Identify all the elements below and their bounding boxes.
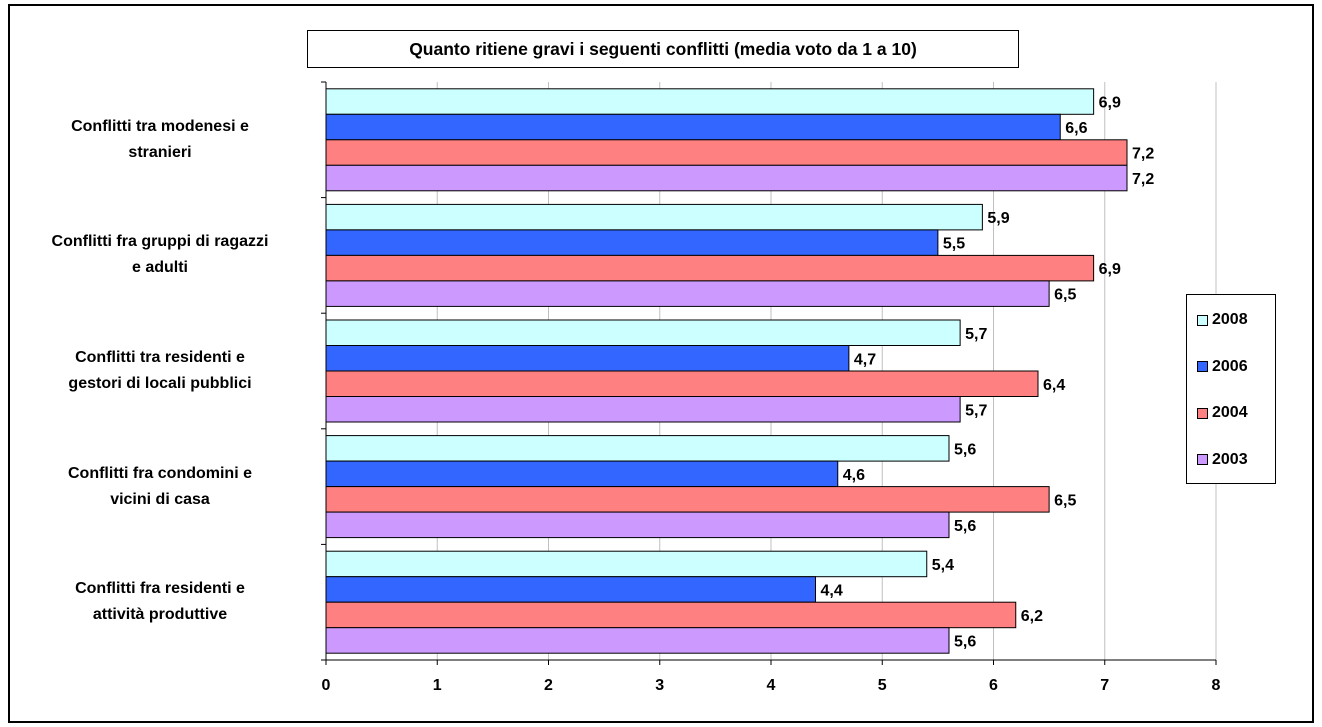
- bar-value-label: 6,9: [1099, 95, 1121, 112]
- bar: [325, 319, 961, 346]
- bar-value-label: 5,6: [954, 518, 976, 535]
- x-tick-label: 4: [767, 677, 776, 694]
- category-label-line: stranieri: [128, 143, 192, 161]
- bar-value-label: 5,7: [965, 402, 987, 419]
- legend-swatch: [1197, 361, 1208, 372]
- x-tick-label: 1: [433, 677, 442, 694]
- category-label-line: e adulti: [131, 259, 188, 277]
- legend-swatch: [1197, 314, 1208, 326]
- bar: [325, 460, 839, 488]
- bar-value-label: 5,6: [954, 441, 976, 458]
- legend-label: 2008: [1212, 311, 1248, 328]
- bar: [325, 576, 816, 603]
- category-label: Conflitti tra residenti e gestori di loca…: [10, 345, 310, 397]
- bar-value-label: 6,2: [1021, 608, 1043, 625]
- bar: [325, 486, 1050, 513]
- bar-value-label: 4,4: [821, 582, 843, 599]
- category-label: Conflitti tra modenesi e stranieri: [10, 114, 310, 166]
- legend-label: 2004: [1212, 404, 1248, 421]
- bar: [325, 88, 1095, 115]
- chart-title: Quanto ritiene gravi i seguenti conflitt…: [307, 30, 1019, 68]
- bar: [325, 601, 1017, 629]
- bar: [325, 280, 1050, 307]
- x-tick-label: 6: [989, 677, 998, 694]
- bar-value-label: 6,5: [1054, 492, 1076, 509]
- x-tick-label: 3: [655, 677, 664, 694]
- bar: [325, 627, 950, 654]
- bar-value-label: 6,4: [1043, 377, 1065, 394]
- legend-item: 2008: [1197, 310, 1248, 330]
- bar: [325, 139, 1128, 166]
- bar-value-label: 6,5: [1054, 287, 1076, 304]
- x-tick-label: 7: [1100, 677, 1109, 694]
- legend-item: 2003: [1197, 450, 1248, 470]
- bar: [325, 203, 983, 231]
- bar-value-label: 6,6: [1065, 120, 1087, 137]
- legend: 2008 2006 2004 2003: [1186, 294, 1276, 484]
- legend-label: 2006: [1212, 357, 1248, 375]
- bar-value-label: 5,7: [965, 326, 987, 343]
- category-label-line: Conflitti tra residenti e: [75, 349, 245, 366]
- legend-item: 2006: [1197, 357, 1248, 377]
- legend-swatch: [1197, 407, 1208, 419]
- x-tick-label: 0: [322, 677, 331, 694]
- bar: [325, 345, 850, 372]
- category-label: Conflitti fra condomini e vicini di casa: [10, 461, 310, 513]
- category-label-line: Conflitti fra gruppi di ragazzi: [51, 233, 269, 251]
- bar-value-label: 4,7: [854, 351, 876, 368]
- category-label-line: Conflitti fra residenti e: [75, 580, 245, 598]
- bar: [325, 396, 961, 423]
- bar-value-label: 5,5: [943, 236, 965, 253]
- bar-value-label: 6,9: [1099, 261, 1121, 278]
- bar-value-label: 7,2: [1132, 146, 1154, 163]
- bar-value-label: 7,2: [1132, 171, 1154, 188]
- bar-value-label: 5,9: [987, 210, 1009, 227]
- bar: [325, 113, 1061, 141]
- x-tick-label: 5: [878, 677, 887, 694]
- legend-item: 2004: [1197, 403, 1248, 423]
- bar: [325, 254, 1095, 282]
- legend-swatch: [1197, 454, 1208, 465]
- category-label-line: Conflitti tra modenesi e: [71, 117, 249, 135]
- category-label-line: gestori di locali pubblici: [68, 375, 252, 392]
- category-label: Conflitti fra residenti e attività produt…: [10, 576, 310, 628]
- bar: [325, 435, 950, 462]
- category-label-line: Conflitti fra condomini e: [68, 464, 252, 482]
- bar-value-label: 4,6: [843, 467, 865, 484]
- category-label-line: vicini di casa: [110, 490, 210, 508]
- x-tick-label: 8: [1212, 677, 1221, 694]
- bar: [325, 511, 950, 539]
- bar-value-label: 5,6: [954, 633, 976, 650]
- x-tick-label: 2: [544, 677, 553, 694]
- bar-value-label: 5,4: [932, 557, 954, 574]
- bar: [325, 229, 939, 256]
- legend-label: 2003: [1212, 450, 1248, 468]
- bar: [325, 550, 928, 578]
- category-label-line: attività produttive: [92, 606, 228, 624]
- category-label: Conflitti fra gruppi di ragazzi e adulti: [10, 229, 310, 281]
- bar: [325, 370, 1039, 397]
- bar: [325, 164, 1128, 192]
